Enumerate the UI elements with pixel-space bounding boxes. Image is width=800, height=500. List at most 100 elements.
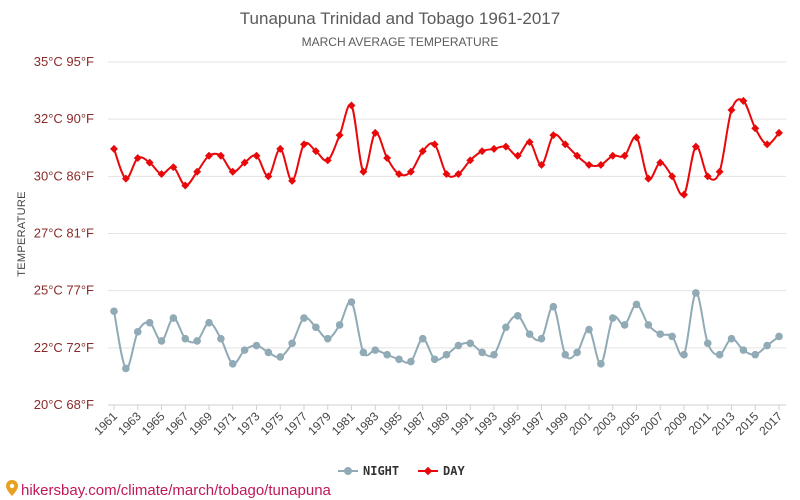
night-point: [490, 350, 498, 359]
x-tick-label: 2007: [638, 409, 667, 438]
day-point: [691, 142, 700, 151]
night-point: [122, 364, 130, 373]
day-point: [323, 156, 332, 165]
night-point: [240, 346, 249, 354]
x-tick-label: 2015: [733, 409, 762, 438]
night-point: [466, 339, 475, 348]
night-point: [252, 341, 261, 350]
night-point: [217, 334, 225, 343]
y-tick-label: 30°C 86°F: [34, 168, 94, 183]
x-tick-label: 2005: [614, 409, 643, 438]
day-point: [727, 106, 736, 114]
night-point: [454, 341, 463, 350]
legend-label-day: DAY: [443, 464, 465, 478]
day-point: [169, 163, 178, 172]
night-point: [205, 318, 213, 327]
legend[interactable]: NIGHT DAY: [338, 464, 465, 478]
day-point: [181, 181, 190, 190]
day-point: [371, 128, 380, 137]
night-point: [335, 321, 344, 329]
day-point: [252, 151, 261, 160]
day-point: [775, 128, 783, 137]
day-point: [288, 176, 297, 185]
night-point: [442, 350, 451, 359]
day-point: [383, 154, 392, 162]
night-point: [181, 334, 190, 343]
day-series-line: [113, 98, 780, 197]
day-point: [632, 133, 641, 142]
day-point: [466, 156, 475, 165]
day-point: [680, 190, 688, 199]
day-point: [347, 101, 356, 110]
day-point: [549, 131, 558, 140]
day-point: [525, 138, 534, 146]
night-point: [359, 348, 368, 357]
day-point: [395, 170, 403, 179]
day-point: [715, 167, 724, 176]
night-point: [620, 321, 629, 329]
y-axis-title: TEMPERATURE: [16, 191, 28, 277]
day-point: [110, 144, 118, 153]
chart-title: Tunapuna Trinidad and Tobago 1961-2017: [240, 9, 560, 28]
x-tick-label: 1993: [471, 409, 500, 438]
night-point: [110, 307, 118, 316]
day-series: [110, 96, 783, 199]
night-point: [395, 355, 403, 364]
night-point: [323, 334, 332, 343]
night-point: [656, 330, 665, 338]
night-point: [668, 332, 676, 341]
y-tick-label: 22°C 72°F: [34, 340, 94, 355]
x-tick-label: 1981: [329, 409, 358, 438]
day-point: [121, 174, 130, 183]
x-tick-label: 2001: [566, 409, 595, 438]
night-point: [715, 350, 724, 359]
night-point: [644, 321, 653, 329]
day-point: [145, 158, 154, 167]
night-point: [430, 355, 439, 364]
x-tick-label: 1995: [495, 409, 524, 438]
day-point: [205, 151, 213, 160]
night-point: [383, 350, 391, 359]
x-tick-label: 1991: [448, 409, 477, 438]
x-tick-label: 1973: [234, 409, 263, 438]
night-point: [347, 298, 356, 306]
day-point: [228, 167, 237, 176]
day-point: [193, 167, 202, 176]
x-tick-label: 1961: [91, 409, 120, 438]
footer-link[interactable]: hikersbay.com/climate/march/tobago/tunap…: [6, 480, 332, 499]
day-point: [418, 147, 427, 156]
legend-swatch-marker: [344, 467, 352, 475]
footer-url[interactable]: hikersbay.com/climate/march/tobago/tunap…: [21, 482, 332, 499]
night-point: [703, 339, 712, 348]
y-tick-label: 27°C 81°F: [34, 226, 94, 241]
x-tick-label: 1983: [353, 409, 382, 438]
night-point: [145, 318, 154, 327]
night-point: [727, 334, 736, 343]
day-point: [561, 140, 570, 149]
night-point: [537, 334, 546, 343]
night-point: [608, 314, 617, 322]
day-point: [442, 170, 451, 179]
x-tick-label: 1989: [424, 409, 453, 438]
x-tick-label: 1997: [519, 409, 548, 438]
night-point: [371, 346, 380, 354]
night-point: [418, 334, 427, 343]
night-point: [739, 346, 748, 354]
day-point: [501, 142, 510, 151]
night-point: [561, 350, 570, 359]
night-point: [228, 360, 237, 368]
night-point: [775, 332, 783, 341]
legend-item-day[interactable]: DAY: [418, 464, 465, 478]
legend-item-night[interactable]: NIGHT: [338, 464, 399, 478]
legend-swatch-marker: [423, 466, 433, 476]
day-point: [585, 160, 593, 169]
location-pin-icon: [6, 480, 18, 496]
day-point: [478, 147, 487, 156]
night-point: [478, 348, 486, 357]
night-point: [692, 289, 700, 297]
x-tick-label: 1975: [258, 409, 287, 438]
night-point: [169, 314, 178, 322]
chart-subtitle: MARCH AVERAGE TEMPERATURE: [302, 35, 499, 49]
night-point: [751, 350, 760, 359]
